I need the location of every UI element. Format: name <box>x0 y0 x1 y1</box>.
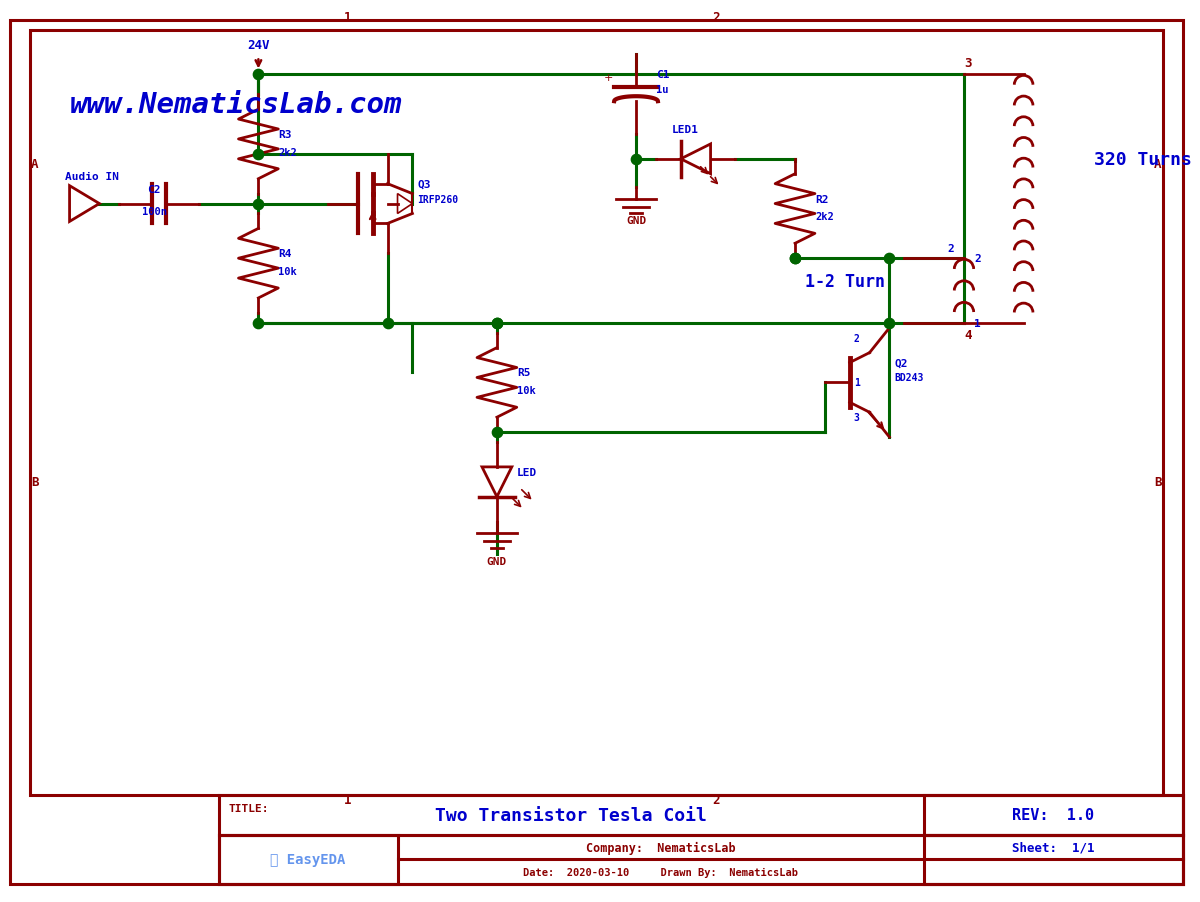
Text: 10k: 10k <box>278 267 298 277</box>
Text: GND: GND <box>487 557 508 566</box>
Text: A: A <box>1154 158 1162 171</box>
Text: Company:  NematicsLab: Company: NematicsLab <box>586 841 736 853</box>
Text: C2: C2 <box>148 184 161 195</box>
Text: Date:  2020-03-10     Drawn By:  NematicsLab: Date: 2020-03-10 Drawn By: NematicsLab <box>523 867 798 877</box>
Text: 2: 2 <box>712 794 719 806</box>
Text: LED1: LED1 <box>672 124 700 134</box>
Text: 2k2: 2k2 <box>815 212 834 222</box>
Point <box>487 317 506 331</box>
Point <box>626 152 646 167</box>
Bar <box>218 834 397 884</box>
Text: Q3: Q3 <box>418 179 431 189</box>
Text: Audio IN: Audio IN <box>65 171 119 181</box>
Text: IRFP260: IRFP260 <box>418 194 458 205</box>
Text: GND: GND <box>626 216 646 226</box>
Text: 2: 2 <box>853 334 859 344</box>
Text: B: B <box>31 475 38 489</box>
Point <box>248 317 268 331</box>
Text: R3: R3 <box>278 130 292 140</box>
Text: +: + <box>604 73 613 83</box>
Point <box>248 147 268 161</box>
Text: R5: R5 <box>517 368 530 378</box>
Text: R4: R4 <box>278 249 292 259</box>
Point <box>487 317 506 331</box>
Text: 1: 1 <box>853 378 859 388</box>
Text: 10k: 10k <box>517 386 535 396</box>
Text: LED: LED <box>517 467 538 477</box>
Point <box>880 317 899 331</box>
Text: Q2: Q2 <box>894 358 908 368</box>
Point <box>880 252 899 266</box>
Text: 1-2 Turn: 1-2 Turn <box>805 272 884 290</box>
Text: 1: 1 <box>344 794 352 806</box>
Point <box>248 68 268 82</box>
Point <box>786 252 805 266</box>
Bar <box>218 834 1183 884</box>
Text: 24V: 24V <box>247 40 270 52</box>
Text: 1: 1 <box>344 11 352 24</box>
Text: Sheet:  1/1: Sheet: 1/1 <box>1012 841 1094 853</box>
Text: 2: 2 <box>712 11 719 24</box>
Text: 2: 2 <box>947 244 954 254</box>
Text: B: B <box>1154 475 1162 489</box>
Point <box>786 252 805 266</box>
Text: ⭯ EasyEDA: ⭯ EasyEDA <box>270 852 346 867</box>
Point <box>248 198 268 212</box>
Text: 3: 3 <box>964 58 972 70</box>
Point <box>378 317 397 331</box>
Text: 1: 1 <box>974 318 980 328</box>
Text: C1: C1 <box>656 70 670 80</box>
Text: 1u: 1u <box>656 85 668 95</box>
Text: R2: R2 <box>815 194 828 205</box>
Bar <box>924 795 1183 834</box>
Text: BD243: BD243 <box>894 373 924 383</box>
Point <box>487 426 506 440</box>
Bar <box>218 795 1183 834</box>
Bar <box>30 31 1163 795</box>
Text: 4: 4 <box>964 328 972 341</box>
Text: www.NematicsLab.com: www.NematicsLab.com <box>70 91 402 119</box>
Text: 320 Turns: 320 Turns <box>1094 151 1192 169</box>
Text: REV:  1.0: REV: 1.0 <box>1013 807 1094 823</box>
Text: 100n: 100n <box>142 207 167 216</box>
Text: 2: 2 <box>974 254 980 264</box>
Text: 2k2: 2k2 <box>278 148 298 158</box>
Text: Two Transistor Tesla Coil: Two Transistor Tesla Coil <box>436 805 707 824</box>
Text: 3: 3 <box>853 413 859 423</box>
Text: TITLE:: TITLE: <box>228 803 269 813</box>
Text: A: A <box>31 158 38 171</box>
Bar <box>924 834 1183 884</box>
